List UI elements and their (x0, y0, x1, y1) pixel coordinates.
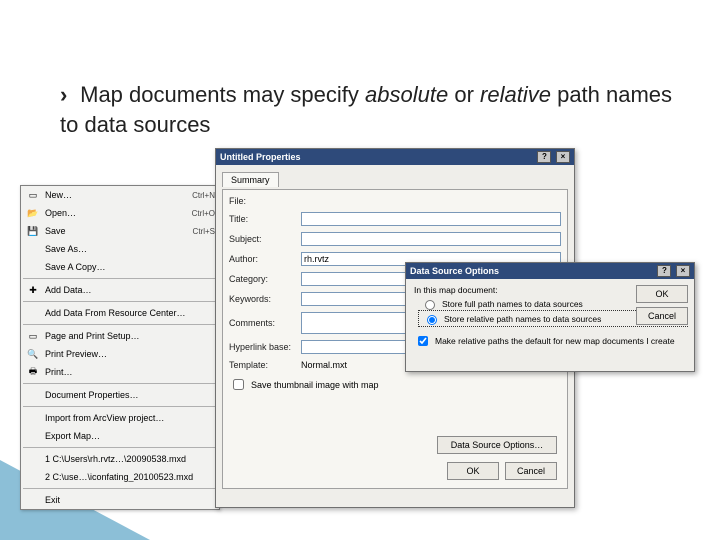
menu-item-recent1[interactable]: 1 C:\Users\rh.rvtz…\20090538.mxd (21, 450, 219, 468)
menu-separator (23, 278, 217, 279)
label-subject: Subject: (229, 234, 301, 244)
menu-item-pagesetup[interactable]: ▭ Page and Print Setup… (21, 327, 219, 345)
tab-strip: Summary (222, 171, 568, 189)
plus-icon: ✚ (25, 283, 41, 297)
save-icon: 💾 (25, 224, 41, 238)
dialog-title: Untitled Properties (220, 152, 301, 162)
menu-item-saveas[interactable]: Save As… (21, 240, 219, 258)
text-before: Map documents may specify (80, 82, 365, 107)
radio-relative-input[interactable] (427, 315, 437, 325)
cancel-button[interactable]: Cancel (636, 307, 688, 325)
print-icon: 🖶 (25, 365, 41, 379)
label-file: File: (229, 196, 301, 206)
menu-item-save[interactable]: 💾 Save Ctrl+S (21, 222, 219, 240)
label-comments: Comments: (229, 318, 301, 328)
label-hyperlink: Hyperlink base: (229, 342, 301, 352)
new-icon: ▭ (25, 188, 41, 202)
file-menu: ▭ New… Ctrl+N 📂 Open… Ctrl+O 💾 Save Ctrl… (20, 185, 220, 510)
menu-item-docprops[interactable]: Document Properties… (21, 386, 219, 404)
label-title: Title: (229, 214, 301, 224)
close-button[interactable]: × (676, 265, 690, 277)
text-absolute: absolute (365, 82, 448, 107)
label-category: Category: (229, 274, 301, 284)
menu-separator (23, 488, 217, 489)
help-button[interactable]: ? (537, 151, 551, 163)
open-icon: 📂 (25, 206, 41, 220)
make-default-checkbox[interactable] (418, 336, 428, 346)
menu-item-new[interactable]: ▭ New… Ctrl+N (21, 186, 219, 204)
help-button[interactable]: ? (657, 265, 671, 277)
label-author: Author: (229, 254, 301, 264)
close-button[interactable]: × (556, 151, 570, 163)
title-input[interactable] (301, 212, 561, 226)
menu-separator (23, 324, 217, 325)
data-source-options-button[interactable]: Data Source Options… (437, 436, 557, 454)
ok-button[interactable]: OK (447, 462, 499, 480)
bullet-glyph: › (60, 80, 74, 110)
radio-full-label: Store full path names to data sources (442, 299, 583, 309)
preview-icon: 🔍 (25, 347, 41, 361)
value-template: Normal.mxt (301, 360, 347, 370)
dialog-titlebar[interactable]: Untitled Properties ? × (216, 149, 574, 165)
text-mid: or (454, 82, 480, 107)
menu-separator (23, 447, 217, 448)
save-thumbnail-label: Save thumbnail image with map (251, 380, 379, 390)
ok-button[interactable]: OK (636, 285, 688, 303)
slide-bullet-text: › Map documents may specify absolute or … (60, 80, 680, 139)
label-keywords: Keywords: (229, 294, 301, 304)
text-relative: relative (480, 82, 551, 107)
menu-separator (23, 406, 217, 407)
subject-input[interactable] (301, 232, 561, 246)
menu-item-exit[interactable]: Exit (21, 491, 219, 509)
label-template: Template: (229, 360, 301, 370)
menu-item-recent2[interactable]: 2 C:\use…\iconfating_20100523.mxd (21, 468, 219, 486)
dialog-titlebar[interactable]: Data Source Options ? × (406, 263, 694, 279)
menu-item-export[interactable]: Export Map… (21, 427, 219, 445)
data-source-options-dialog: Data Source Options ? × OK Cancel In thi… (405, 262, 695, 372)
menu-item-import[interactable]: Import from ArcView project… (21, 409, 219, 427)
menu-item-preview[interactable]: 🔍 Print Preview… (21, 345, 219, 363)
dialog-title: Data Source Options (410, 266, 499, 276)
menu-separator (23, 301, 217, 302)
menu-item-adddata[interactable]: ✚ Add Data… (21, 281, 219, 299)
menu-item-print[interactable]: 🖶 Print… (21, 363, 219, 381)
page-icon: ▭ (25, 329, 41, 343)
make-default-label: Make relative paths the default for new … (435, 336, 675, 346)
menu-item-savecopy[interactable]: Save A Copy… (21, 258, 219, 276)
radio-full-input[interactable] (425, 300, 435, 310)
menu-item-addrc[interactable]: Add Data From Resource Center… (21, 304, 219, 322)
default-checkbox-row[interactable]: Make relative paths the default for new … (414, 333, 686, 349)
menu-separator (23, 383, 217, 384)
tab-summary[interactable]: Summary (222, 172, 279, 187)
menu-item-open[interactable]: 📂 Open… Ctrl+O (21, 204, 219, 222)
cancel-button[interactable]: Cancel (505, 462, 557, 480)
radio-relative-label: Store relative path names to data source… (444, 314, 601, 324)
save-thumbnail-checkbox[interactable] (233, 379, 244, 390)
